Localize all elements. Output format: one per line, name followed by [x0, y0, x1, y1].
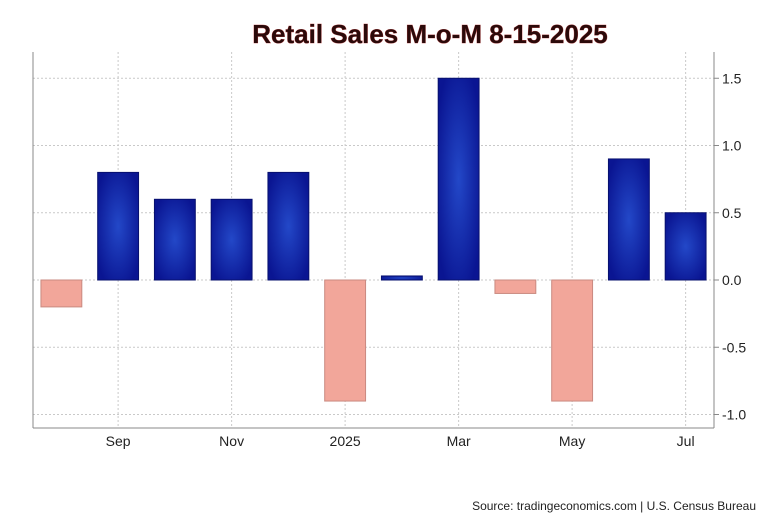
y-tick-label: 0.0 — [722, 272, 742, 288]
x-tick-label: Jul — [677, 433, 695, 449]
bar-jun-2025 — [607, 158, 650, 281]
x-tick-label: May — [559, 433, 585, 449]
bars — [40, 77, 707, 402]
bar-jul — [664, 212, 707, 281]
y-tick-label: -0.5 — [722, 339, 746, 355]
bar-oct-2024 — [153, 198, 196, 281]
bar-2025 — [324, 279, 367, 402]
bar-sep — [97, 171, 140, 281]
y-tick-label: 1.5 — [722, 70, 742, 86]
y-tick-label: 0.5 — [722, 205, 742, 221]
bar-dec-2024 — [267, 171, 310, 281]
bar-nov — [210, 198, 253, 281]
bar-feb-2025 — [380, 275, 423, 281]
x-tick-label: 2025 — [330, 433, 361, 449]
x-tick-label: Nov — [219, 433, 244, 449]
bar-aug-2024 — [40, 279, 83, 308]
x-tick-label: Sep — [106, 433, 131, 449]
y-tick-label: -1.0 — [722, 407, 746, 423]
y-tick-label: 1.0 — [722, 138, 742, 154]
bar-mar — [437, 77, 480, 281]
bar-apr-2025 — [494, 279, 537, 294]
source-credit: Source: tradingeconomics.com | U.S. Cens… — [472, 499, 756, 513]
x-tick-label: Mar — [447, 433, 471, 449]
axes: 1.5 1.0 0.5 0.0 -0.5 -1.0 Sep Nov 2025 Mar May Jul — [32, 52, 746, 449]
chart-title: Retail Sales M-o-M 8-15-2025 — [252, 19, 607, 49]
bar-may — [551, 279, 594, 402]
